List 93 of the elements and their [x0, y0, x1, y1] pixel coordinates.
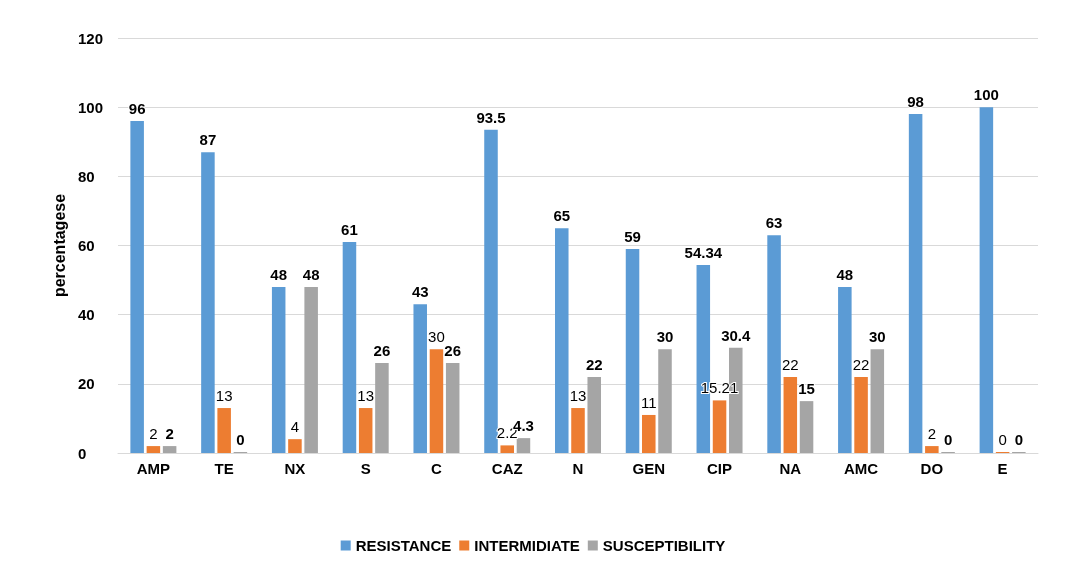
data-label: 65: [553, 207, 571, 225]
bar: [854, 376, 868, 453]
bar: [838, 287, 852, 453]
data-label: 2: [149, 425, 158, 443]
data-label: 0: [943, 431, 953, 448]
bar: [130, 121, 144, 453]
bar: [658, 349, 672, 453]
data-label: 0: [998, 431, 1007, 448]
data-label: 13: [569, 387, 587, 405]
data-label: 48: [270, 266, 288, 283]
bar: [413, 304, 427, 453]
bar: [870, 349, 885, 453]
y-tick-label: 60: [78, 237, 95, 254]
bar: [767, 235, 781, 453]
bar: [304, 287, 318, 453]
data-label: 61: [341, 221, 358, 239]
x-tick-label: AMP: [136, 460, 171, 477]
data-label: 4: [290, 418, 300, 436]
data-label: 2: [165, 425, 174, 443]
x-tick-label: GEN: [632, 460, 666, 477]
bar: [799, 401, 814, 453]
bar: [445, 363, 460, 453]
x-tick-label: TE: [214, 460, 234, 477]
x-tick-label: NX: [284, 460, 306, 477]
bar: [979, 107, 994, 453]
bar: [201, 152, 215, 453]
data-label: 98: [907, 93, 924, 111]
bar: [500, 445, 514, 453]
data-label: 2: [927, 425, 937, 443]
data-label: 54.34: [684, 244, 723, 262]
y-tick-label: 40: [78, 306, 95, 324]
data-label: 11: [640, 393, 657, 411]
bar: [162, 446, 177, 453]
data-label: 30: [656, 328, 674, 346]
bar: [342, 242, 357, 453]
x-tick-label: NA: [779, 460, 802, 477]
data-label: 15: [798, 380, 815, 398]
data-label: 48: [302, 266, 320, 283]
bar: [783, 376, 798, 453]
data-label: 0: [236, 431, 245, 448]
bar: [358, 408, 373, 453]
data-label: 22: [781, 355, 799, 373]
bar: [642, 414, 656, 453]
data-label: 43: [411, 283, 429, 301]
data-label: 100: [973, 86, 999, 104]
bar: [429, 349, 444, 453]
data-label: 26: [444, 342, 462, 360]
bar: [288, 439, 302, 453]
y-axis-title: percentagese: [50, 193, 68, 298]
bar: [484, 129, 498, 453]
bar: [625, 248, 640, 453]
bar: [516, 438, 531, 453]
x-tick-label: DO: [920, 460, 944, 477]
y-tick-label: 80: [78, 167, 95, 185]
bar: [217, 408, 231, 453]
data-label: 30: [428, 328, 445, 346]
y-tick-label: 20: [78, 375, 95, 393]
data-label: 30.4: [721, 326, 752, 344]
bar: [271, 287, 286, 453]
legend-label: RESISTANCE: [355, 537, 452, 554]
x-tick-label: C: [431, 460, 443, 477]
bar: [555, 228, 569, 453]
data-label: 48: [836, 266, 854, 283]
data-label: 22: [585, 355, 603, 373]
data-label: 59: [624, 227, 641, 245]
bar: [571, 408, 585, 453]
data-label: 22: [852, 355, 870, 373]
bar: [587, 376, 601, 453]
x-tick-label: CAZ: [491, 460, 523, 477]
data-label: 87: [199, 131, 217, 149]
y-tick-label: 0: [78, 444, 87, 462]
bar: [908, 114, 923, 453]
x-tick-label: S: [360, 460, 371, 477]
data-label: 13: [215, 387, 233, 405]
y-tick-label: 120: [78, 29, 104, 47]
bar: [146, 446, 161, 453]
data-label: 26: [373, 342, 391, 360]
bar: [375, 363, 389, 453]
x-tick-label: CIP: [707, 460, 733, 477]
data-label: 93.5: [476, 108, 506, 126]
legend-label: INTERMIDIATE: [474, 537, 580, 554]
data-label: 30: [868, 328, 886, 346]
data-label: 63: [765, 214, 783, 232]
x-tick-label: E: [997, 460, 1008, 477]
y-tick-label: 100: [78, 98, 104, 116]
legend-label: SUSCEPTIBILITY: [602, 537, 726, 554]
data-label: 13: [357, 387, 375, 405]
data-label: 96: [128, 100, 146, 117]
x-tick-label: N: [572, 460, 584, 477]
x-tick-label: AMC: [843, 460, 879, 477]
bar: [925, 446, 939, 453]
data-label: 0: [1014, 431, 1024, 448]
bar: [712, 400, 727, 453]
